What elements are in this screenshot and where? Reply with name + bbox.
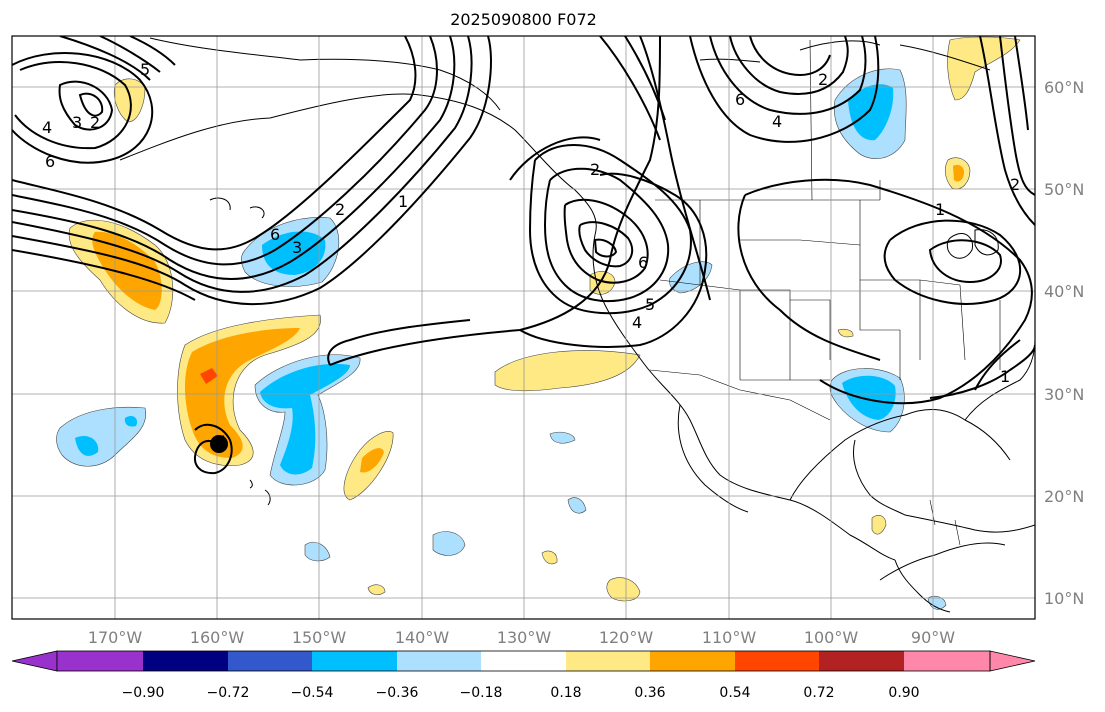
lon-label: 170°W	[88, 628, 143, 647]
lat-label: 40°N	[1044, 282, 1084, 301]
contour-label: 1	[1000, 367, 1010, 386]
contour-label: 5	[645, 295, 655, 314]
positive-anomaly-region	[541, 550, 558, 565]
contour-label: 2	[590, 160, 600, 179]
positive-anomaly-region	[360, 448, 384, 473]
latitude-labels: 60°N 50°N 40°N 30°N 20°N 10°N	[1044, 78, 1084, 608]
colorbar-swatch	[735, 651, 819, 671]
contour-label: 1	[935, 200, 945, 219]
contour-label: 4	[632, 313, 642, 332]
colorbar-swatch	[650, 651, 735, 671]
colorbar-label: 0.72	[803, 685, 834, 701]
lon-label: 140°W	[395, 628, 450, 647]
colorbar-labels: −0.90 −0.72 −0.54 −0.36 −0.18 0.18 0.36 …	[122, 685, 920, 701]
negative-anomaly-region	[124, 415, 138, 427]
negative-anomaly-region	[848, 84, 894, 141]
contour-label: 3	[72, 113, 82, 132]
map-title: 2025090800 F072	[450, 10, 597, 29]
colorbar-swatch	[143, 651, 228, 671]
positive-anomaly-region	[606, 577, 641, 602]
land-borders	[649, 39, 1001, 546]
contour-label: 2	[1010, 175, 1020, 194]
colorbar-label: 0.18	[550, 685, 581, 701]
positive-anomaly-region	[871, 515, 887, 535]
colorbar-swatch	[481, 651, 566, 671]
negative-anomaly-region	[432, 531, 466, 556]
contour-label: 4	[772, 112, 782, 131]
positive-anomaly-region	[367, 584, 386, 596]
lon-label: 90°W	[911, 628, 955, 647]
colorbar-label: −0.72	[207, 685, 250, 701]
colorbar-swatch	[819, 651, 904, 671]
colorbar-swatch	[566, 651, 650, 671]
negative-anomaly-region	[260, 363, 350, 475]
colorbar-extend-high	[989, 650, 1036, 672]
negative-anomaly-region	[567, 497, 587, 514]
contour-labels: 6 4 3 2 5 6 3 2 1 2 6 4 5 6 4 2 1 2 1 1	[42, 60, 1020, 451]
colorbar-label: 0.90	[888, 685, 919, 701]
negative-anomaly-region	[304, 541, 331, 562]
contour-label: 6	[735, 90, 745, 109]
contour-label: 2	[90, 113, 100, 132]
negative-anomaly-region	[842, 375, 896, 420]
coastlines	[119, 37, 1035, 613]
lat-label: 50°N	[1044, 180, 1084, 199]
longitude-labels: 170°W 160°W 150°W 140°W 130°W 120°W 110°…	[88, 628, 955, 647]
lat-label: 10°N	[1044, 589, 1084, 608]
colorbar-swatch	[228, 651, 312, 671]
positive-anomaly-region	[113, 78, 146, 123]
lon-label: 130°W	[497, 628, 552, 647]
colorbar-label: 0.54	[719, 685, 750, 701]
lat-label: 20°N	[1044, 487, 1084, 506]
graticule	[12, 36, 1035, 619]
negative-anomaly-region	[56, 406, 147, 467]
negative-anomaly-region	[262, 231, 326, 275]
storm-center-marker	[210, 435, 228, 453]
positive-anomaly-region	[200, 368, 218, 384]
colorbar-swatch	[312, 651, 397, 671]
contour-label: 5	[140, 60, 150, 79]
contour-label: 2	[818, 70, 828, 89]
colorbar-label: −0.90	[122, 685, 165, 701]
lat-label: 60°N	[1044, 78, 1084, 97]
contour-label: 6	[270, 225, 280, 244]
contour-label: 1	[398, 192, 408, 211]
contour-label: 3	[292, 238, 302, 257]
colorbar-label: 0.36	[634, 685, 665, 701]
positive-anomaly-region	[494, 350, 641, 391]
anomaly-shading	[56, 36, 1021, 610]
positive-anomaly-region	[92, 231, 162, 310]
lon-label: 100°W	[804, 628, 859, 647]
negative-anomaly-region	[75, 435, 99, 456]
lon-label: 150°W	[292, 628, 347, 647]
contour-label: 6	[638, 253, 648, 272]
colorbar-swatch	[397, 651, 481, 671]
positive-anomaly-region	[837, 328, 854, 338]
lon-label: 120°W	[599, 628, 654, 647]
lon-label: 110°W	[702, 628, 757, 647]
colorbar-label: −0.18	[460, 685, 503, 701]
negative-anomaly-region	[927, 595, 947, 610]
colorbar-label: −0.54	[291, 685, 334, 701]
negative-anomaly-region	[549, 431, 576, 444]
contour-label: 4	[42, 118, 52, 137]
positive-anomaly-region	[953, 164, 964, 182]
lon-label: 160°W	[190, 628, 245, 647]
height-contours	[12, 36, 1035, 475]
lat-label: 30°N	[1044, 385, 1084, 404]
positive-anomaly-region	[947, 36, 1021, 101]
colorbar	[11, 650, 1036, 672]
map-frame	[11, 35, 1036, 620]
contour-label: 2	[335, 200, 345, 219]
colorbar-label: −0.36	[376, 685, 419, 701]
colorbar-extend-low	[11, 650, 58, 672]
colorbar-swatch	[57, 651, 143, 671]
colorbar-swatch	[904, 651, 990, 671]
contour-label: 6	[45, 152, 55, 171]
